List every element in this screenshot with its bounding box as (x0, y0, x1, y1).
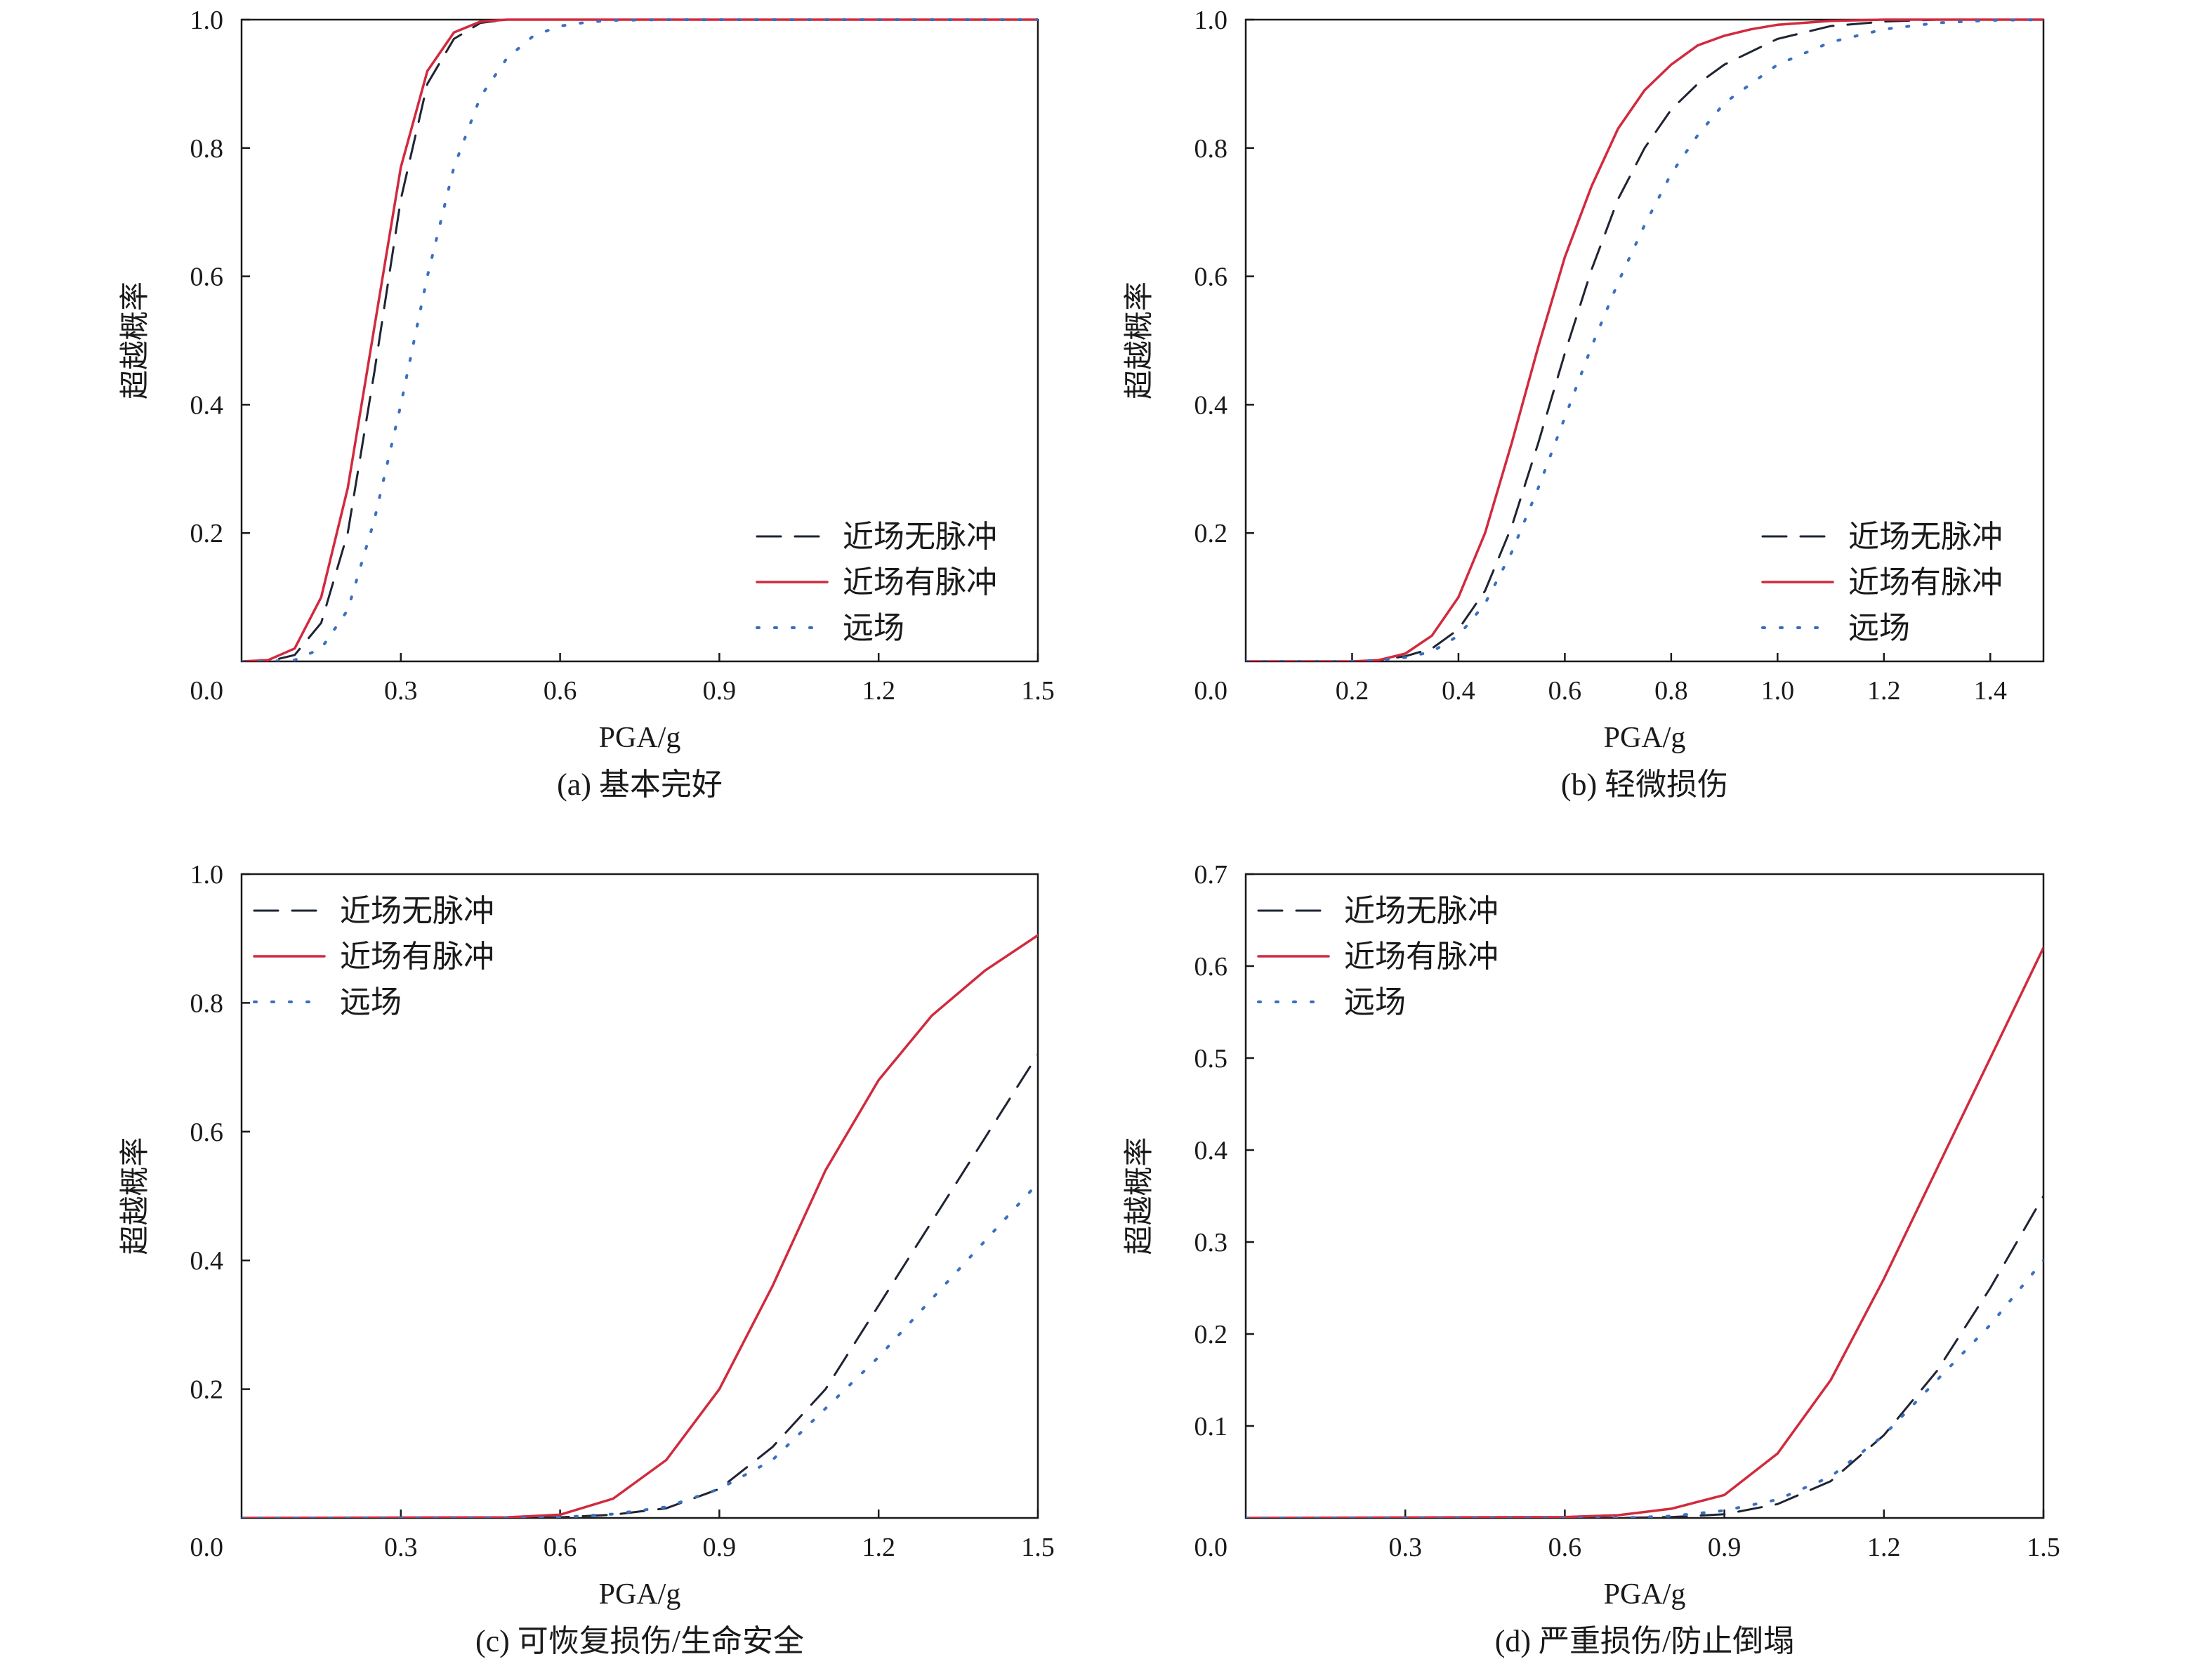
y-tick-label: 0.5 (1194, 1044, 1228, 1074)
series-line-1 (1246, 18, 2043, 661)
y-tick-label: 1.0 (190, 860, 224, 890)
y-tick-label: 0.2 (190, 1375, 224, 1405)
legend-label: 近场无脉冲 (1344, 894, 1499, 928)
x-tick-label: 1.2 (1867, 1533, 1901, 1562)
legend-label: 近场有脉冲 (340, 939, 494, 974)
chart-panel-3: 0.3 0.6 0.9 1.2 1.5 0.2 0.4 0.6 0.8 1.0 0.0 PGA/g 超越… (119, 860, 1055, 1658)
plot-frame (240, 873, 1039, 1519)
x-tick-label: 1.2 (862, 1533, 895, 1562)
x-tick-label: 0.3 (384, 676, 418, 706)
legend-label: 近场无脉冲 (843, 520, 997, 554)
x-tick-label: 0.6 (1548, 1533, 1582, 1562)
legend-label: 远场 (1848, 611, 1910, 645)
y-tick-label: 0.3 (1194, 1228, 1228, 1257)
y-tick-label: 1.0 (1194, 6, 1228, 35)
origin-label: 0.0 (190, 1533, 224, 1562)
x-tick-label: 0.2 (1336, 676, 1369, 706)
x-axis-label: PGA/g (599, 1578, 681, 1611)
y-axis-label: 超越概率 (1123, 282, 1156, 399)
y-tick-label: 0.8 (1194, 134, 1228, 164)
series-line-3 (1246, 18, 2043, 661)
y-axis-label: 超越概率 (1123, 1137, 1156, 1255)
x-tick-label: 0.8 (1654, 676, 1688, 706)
x-tick-label: 0.4 (1442, 676, 1475, 706)
legend-label: 近场有脉冲 (843, 565, 997, 600)
series-line-2 (242, 18, 1038, 661)
legend-label: 近场有脉冲 (1848, 565, 2003, 600)
panel-caption: (c) 可恢复损伤/生命安全 (475, 1624, 804, 1658)
y-tick-label: 1.0 (190, 6, 224, 35)
chart-panel-1: 0.3 0.6 0.9 1.2 1.5 0.2 0.4 0.6 0.8 1.0 0.0 PGA/g 超越… (119, 6, 1055, 802)
series-line-2 (1246, 18, 2043, 661)
panel-caption: (b) 轻微损伤 (1561, 767, 1728, 802)
y-tick-label: 0.4 (1194, 390, 1228, 420)
x-tick-label: 1.5 (1021, 1533, 1055, 1562)
x-axis-label: PGA/g (1604, 722, 1686, 754)
x-tick-label: 0.9 (703, 676, 737, 706)
x-axis-label: PGA/g (1604, 1578, 1686, 1611)
y-tick-label: 0.8 (190, 134, 224, 164)
y-tick-label: 0.8 (190, 989, 224, 1018)
panel-caption: (d) 严重损伤/防止倒塌 (1495, 1624, 1795, 1658)
series-line-3 (242, 1182, 1038, 1518)
origin-label: 0.0 (1194, 676, 1228, 706)
legend-label: 远场 (843, 611, 904, 645)
legend-label: 近场无脉冲 (1848, 520, 2003, 554)
series-line-2 (242, 934, 1038, 1518)
y-tick-label: 0.1 (1194, 1412, 1228, 1441)
x-tick-label: 1.2 (862, 676, 895, 706)
series-line-3 (1246, 1259, 2043, 1518)
origin-label: 0.0 (1194, 1533, 1228, 1562)
y-tick-label: 0.4 (1194, 1136, 1228, 1165)
y-tick-label: 0.6 (190, 263, 224, 292)
x-axis-label: PGA/g (599, 722, 681, 754)
x-tick-label: 0.6 (1548, 676, 1582, 706)
x-tick-label: 1.0 (1761, 676, 1795, 706)
series-line-2 (1246, 946, 2043, 1518)
legend-label: 近场无脉冲 (340, 894, 494, 928)
x-tick-label: 0.3 (384, 1533, 418, 1562)
plot-frame (1244, 18, 2045, 663)
x-tick-label: 0.9 (1708, 1533, 1742, 1562)
y-axis-label: 超越概率 (119, 282, 152, 399)
x-tick-label: 1.5 (2027, 1533, 2060, 1562)
y-tick-label: 0.2 (190, 519, 224, 548)
y-tick-label: 0.2 (1194, 519, 1228, 548)
x-tick-label: 0.6 (544, 1533, 577, 1562)
series-line-1 (1246, 1195, 2043, 1518)
y-tick-label: 0.6 (1194, 263, 1228, 292)
y-tick-label: 0.6 (190, 1118, 224, 1147)
y-tick-label: 0.4 (190, 390, 224, 420)
y-tick-label: 0.2 (1194, 1320, 1228, 1349)
x-tick-label: 1.5 (1021, 676, 1055, 706)
x-tick-label: 0.9 (703, 1533, 737, 1562)
chart-panel-2: 0.2 0.4 0.6 0.8 1.0 1.2 1.4 0.2 0.4 0.6 0.8 1.0 0.0 P… (1123, 6, 2045, 802)
x-tick-label: 1.4 (1974, 676, 2008, 706)
y-axis-label: 超越概率 (119, 1137, 152, 1255)
y-tick-label: 0.7 (1194, 860, 1228, 890)
origin-label: 0.0 (190, 676, 224, 706)
legend-label: 远场 (340, 985, 402, 1019)
series-line-1 (242, 1053, 1038, 1518)
y-tick-label: 0.6 (1194, 952, 1228, 982)
legend-label: 近场有脉冲 (1344, 939, 1499, 974)
chart-panel-4: 0.3 0.6 0.9 1.2 1.5 0.1 0.2 0.3 0.4 0.5 0.6 0.7 0.0 P… (1123, 860, 2060, 1658)
x-tick-label: 0.6 (544, 676, 577, 706)
y-tick-label: 0.4 (190, 1246, 224, 1276)
panel-caption: (a) 基本完好 (557, 767, 723, 802)
legend-label: 远场 (1344, 985, 1406, 1019)
x-tick-label: 1.2 (1867, 676, 1901, 706)
x-tick-label: 0.3 (1388, 1533, 1422, 1562)
